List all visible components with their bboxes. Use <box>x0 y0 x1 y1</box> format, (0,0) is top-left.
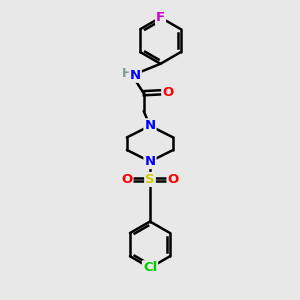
Text: Cl: Cl <box>143 261 157 274</box>
Text: N: N <box>144 155 156 168</box>
Text: F: F <box>156 11 165 24</box>
Text: O: O <box>167 173 179 186</box>
Text: O: O <box>162 86 173 99</box>
Text: N: N <box>130 69 141 82</box>
Text: N: N <box>144 119 156 132</box>
Text: O: O <box>121 173 133 186</box>
Text: H: H <box>122 67 132 80</box>
Text: S: S <box>145 173 155 186</box>
